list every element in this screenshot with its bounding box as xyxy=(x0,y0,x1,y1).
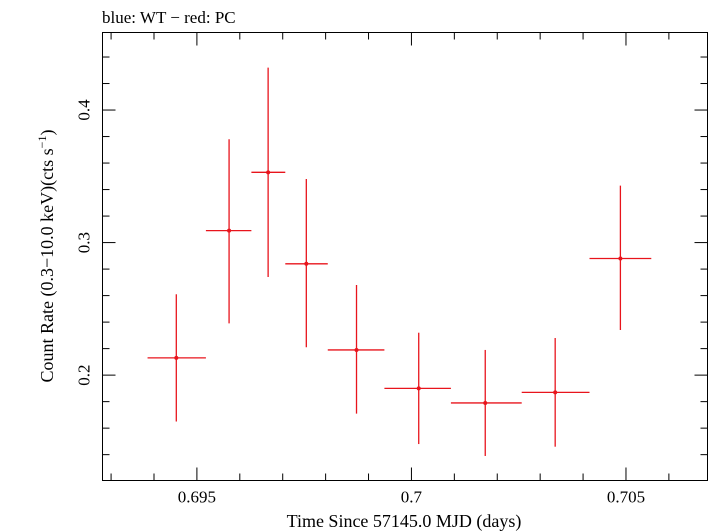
chart-title: blue: WT − red: PC xyxy=(102,8,236,27)
data-point xyxy=(553,390,558,395)
data-point xyxy=(174,355,179,360)
y-tick-label: 0.3 xyxy=(75,232,94,253)
data-point xyxy=(416,386,421,391)
data-point xyxy=(618,256,623,261)
y-axis-label-superscript: −1 xyxy=(35,136,49,149)
axis-ticks xyxy=(102,32,708,481)
plot-frame xyxy=(102,32,708,481)
data-point xyxy=(354,347,359,352)
y-axis-label: Count Rate (0.3−10.0 keV)(cts s−1) xyxy=(35,130,58,383)
tick-labels: 0.695 0.7 0.705 0.2 0.3 0.4 xyxy=(75,99,646,507)
data-series xyxy=(147,67,652,456)
data-point xyxy=(483,400,488,405)
y-axis-label-end: ) xyxy=(37,130,58,136)
y-axis-label-main: Count Rate (0.3−10.0 keV)(cts s xyxy=(37,148,58,382)
data-point xyxy=(266,170,271,175)
x-tick-label: 0.7 xyxy=(401,488,423,507)
x-tick-label: 0.705 xyxy=(607,488,645,507)
x-tick-label: 0.695 xyxy=(178,488,216,507)
data-point xyxy=(304,261,309,266)
x-axis-label: Time Since 57145.0 MJD (days) xyxy=(287,511,522,532)
data-point xyxy=(227,228,232,233)
y-tick-label: 0.4 xyxy=(75,99,94,121)
y-tick-label: 0.2 xyxy=(75,365,94,386)
